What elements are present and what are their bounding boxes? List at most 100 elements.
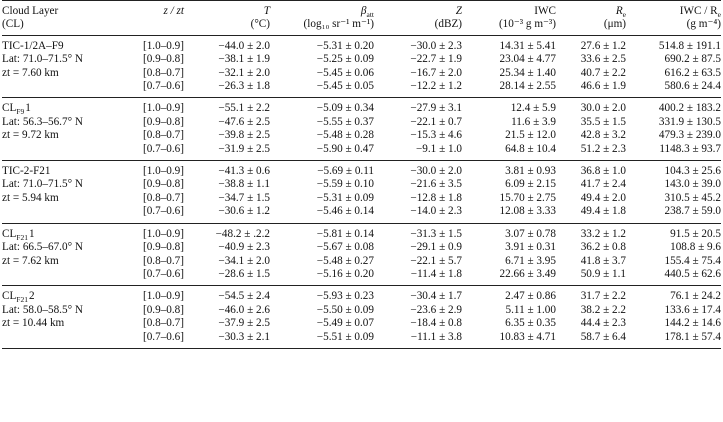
temperature-cell: −54.5 ± 2.4 (184, 285, 270, 304)
beta-att-cell: −5.09 ± 0.34 (270, 97, 374, 116)
re-cell: 50.9 ± 1.1 (580, 267, 626, 280)
reflectivity-cell: −15.3 ± 4.6 (410, 129, 462, 142)
re-cell: 46.6 ± 1.9 (580, 80, 626, 93)
cloud-layer-label-line: zt = 5.94 km (2, 191, 59, 204)
iwc-over-re-cell: 91.5 ± 20.5 (626, 222, 721, 242)
temperature-cell: −39.8 ± 2.5 (218, 129, 270, 142)
temperature-cell: −48.2 ± .2.2 (184, 222, 270, 242)
re-cell: 38.2 ± 2.2 (580, 303, 626, 316)
cloud-layer-label-line (2, 205, 114, 223)
col-header-cl-abbrev: (CL) (2, 18, 24, 31)
col-header-z-zt: z / zt (114, 1, 184, 19)
temperature-cell: −28.6 ± 1.5 (218, 267, 270, 280)
temperature-cell: −38.1 ± 1.9 (218, 53, 270, 66)
cloud-layer-label-line: CLF212 (2, 285, 114, 305)
reflectivity-cell: −14.0 ± 2.3 (410, 205, 462, 218)
header-row-1: Cloud Layer z / zt T βatt Z IWC Re IWC /… (2, 0, 721, 20)
reflectivity-cell: −23.6 ± 2.9 (410, 303, 462, 316)
beta-att-cell: −5.93 ± 0.23 (270, 285, 374, 304)
col-header-reflectivity-symbol: Z (455, 5, 462, 17)
z-zt-range-cell: [1.0–0.9] (114, 97, 184, 116)
cloud-layer-label-line: Lat: 71.0–71.5° N (2, 178, 83, 191)
col-header-beta-units: (log₁₀ sr⁻¹ m⁻¹) (303, 18, 374, 31)
table-row: [0.7–0.6] −30.3 ± 2.1 −5.51 ± 0.09 −11.1 ± … (2, 330, 721, 349)
cloud-layer-label-line: Lat: 58.0–58.5° N (2, 303, 83, 316)
iwc-over-re-cell: 400.2 ± 183.2 (626, 97, 721, 116)
iwc-over-re-cell: 155.4 ± 75.4 (664, 254, 721, 267)
table-row: zt = 5.94 km [0.8–0.7] −34.7 ± 1.5 −5.31 ± … (2, 192, 721, 205)
iwc-cell: 5.11 ± 1.00 (505, 303, 556, 316)
iwc-over-re-cell: 144.2 ± 14.6 (664, 317, 721, 330)
reflectivity-cell: −29.1 ± 0.9 (410, 241, 462, 254)
col-header-reflectivity-units: (dBZ) (434, 18, 462, 31)
table-row: Lat: 56.3–56.7° N [0.9–0.8] −47.6 ± 2.5 −5.… (2, 116, 721, 129)
cloud-layer-label-subscript: F21 (16, 295, 28, 305)
iwc-over-re-cell: 310.5 ± 45.2 (664, 191, 721, 204)
iwc-over-re-cell: 580.6 ± 24.4 (664, 80, 721, 93)
cloud-layer-label-line: Lat: 71.0–71.5° N (2, 53, 83, 66)
beta-att-cell: −5.90 ± 0.47 (316, 142, 374, 155)
re-cell: 51.2 ± 2.3 (580, 142, 626, 155)
cloud-layer-label-main: CL (2, 290, 17, 303)
reflectivity-cell: −16.7 ± 2.0 (410, 66, 462, 79)
re-cell: 36.8 ± 1.0 (556, 160, 626, 179)
re-cell: 42.8 ± 3.2 (580, 129, 626, 142)
re-cell: 40.7 ± 2.2 (580, 66, 626, 79)
z-zt-range-cell: [0.7–0.6] (114, 330, 184, 349)
col-header-z-zt-text: z / zt (163, 5, 184, 17)
cloud-layer-label-line (2, 330, 114, 349)
re-cell: 44.4 ± 2.3 (580, 317, 626, 330)
z-zt-range-cell: [1.0–0.9] (114, 285, 184, 304)
iwc-over-re-cell: 104.3 ± 25.6 (626, 160, 721, 179)
temperature-cell: −30.3 ± 2.1 (184, 330, 270, 349)
z-zt-range-cell: [0.9–0.8] (142, 303, 184, 316)
col-header-re-units: (μm) (603, 18, 626, 31)
beta-att-cell: −5.16 ± 0.20 (316, 267, 374, 280)
iwc-cell: 25.34 ± 1.40 (499, 66, 556, 79)
table-row: [0.7–0.6] −30.6 ± 1.2 −5.46 ± 0.14 −14.0 ± … (2, 205, 721, 223)
beta-att-cell: −5.45 ± 0.05 (316, 80, 374, 93)
z-zt-range-cell: [0.8–0.7] (142, 129, 184, 142)
table-row: zt = 9.72 km [0.8–0.7] −39.8 ± 2.5 −5.48 ± … (2, 129, 721, 142)
table-row: TIC-2-F21 [1.0–0.9] −41.3 ± 0.6 −5.69 ± 0.1… (2, 160, 721, 179)
cloud-layer-label-line: TIC-2-F21 (2, 160, 114, 179)
cloud-layer-label-line: CLF91 (2, 97, 114, 116)
iwc-over-re-cell: 331.9 ± 130.5 (658, 115, 721, 128)
beta-att-cell: −5.50 ± 0.09 (316, 303, 374, 316)
cloud-layer-label-line (2, 80, 114, 98)
cloud-layer-label-line: zt = 9.72 km (2, 129, 59, 142)
temperature-cell: −37.9 ± 2.5 (218, 317, 270, 330)
table-row: Lat: 71.0–71.5° N [0.9–0.8] −38.8 ± 1.1 −5.… (2, 178, 721, 191)
re-cell: 35.5 ± 1.5 (580, 115, 626, 128)
col-header-beta-att: βatt (270, 1, 375, 20)
beta-att-cell: −5.25 ± 0.09 (316, 53, 374, 66)
temperature-cell: −32.1 ± 2.0 (218, 66, 270, 79)
table-row: Lat: 58.0–58.5° N [0.9–0.8] −46.0 ± 2.6 −5.… (2, 304, 721, 317)
beta-att-cell: −5.55 ± 0.37 (316, 115, 374, 128)
iwc-over-re-cell: 440.5 ± 62.6 (664, 267, 721, 280)
z-zt-range-cell: [0.7–0.6] (142, 205, 184, 218)
beta-att-cell: −5.49 ± 0.07 (316, 317, 374, 330)
table-row: zt = 7.62 km [0.8–0.7] −34.1 ± 2.0 −5.48 ± … (2, 255, 721, 268)
cloud-layer-label-line: CLF211 (2, 222, 114, 241)
iwc-cell: 21.5 ± 12.0 (505, 129, 556, 142)
iwc-cell: 3.07 ± 0.78 (462, 222, 556, 242)
cloud-layer-label-number: 1 (25, 102, 31, 115)
iwc-cell: 3.91 ± 0.31 (505, 241, 556, 254)
cloud-layer-label-line: zt = 7.60 km (2, 66, 59, 79)
table-row: CLF211 [1.0–0.9] −48.2 ± .2.2 −5.81 ± 0.14−… (2, 222, 721, 242)
cloud-layer-label-main: CL (2, 227, 17, 240)
beta-att-cell: −5.69 ± 0.11 (270, 160, 374, 179)
table-row: [0.7–0.6] −28.6 ± 1.5 −5.16 ± 0.20 −11.4 ± … (2, 268, 721, 286)
re-cell: 58.7 ± 6.4 (556, 330, 626, 349)
z-zt-range-cell: [1.0–0.9] (114, 34, 184, 54)
reflectivity-cell: −11.1 ± 3.8 (374, 330, 462, 349)
table-row: TIC-1/2A–F9 [1.0–0.9] −44.0 ± 2.0 −5.31 ± 0… (2, 34, 721, 54)
temperature-cell: −31.9 ± 2.5 (218, 142, 270, 155)
col-header-beta-subscript: att (366, 10, 375, 20)
reflectivity-cell: −9.1 ± 1.0 (415, 142, 462, 155)
col-header-iwc-over-re-subscript: e (717, 10, 721, 20)
z-zt-range-cell: [0.8–0.7] (142, 66, 184, 79)
iwc-over-re-cell: 133.6 ± 17.4 (664, 303, 721, 316)
col-header-iwc-units: (10⁻³ g m⁻³) (498, 18, 556, 31)
